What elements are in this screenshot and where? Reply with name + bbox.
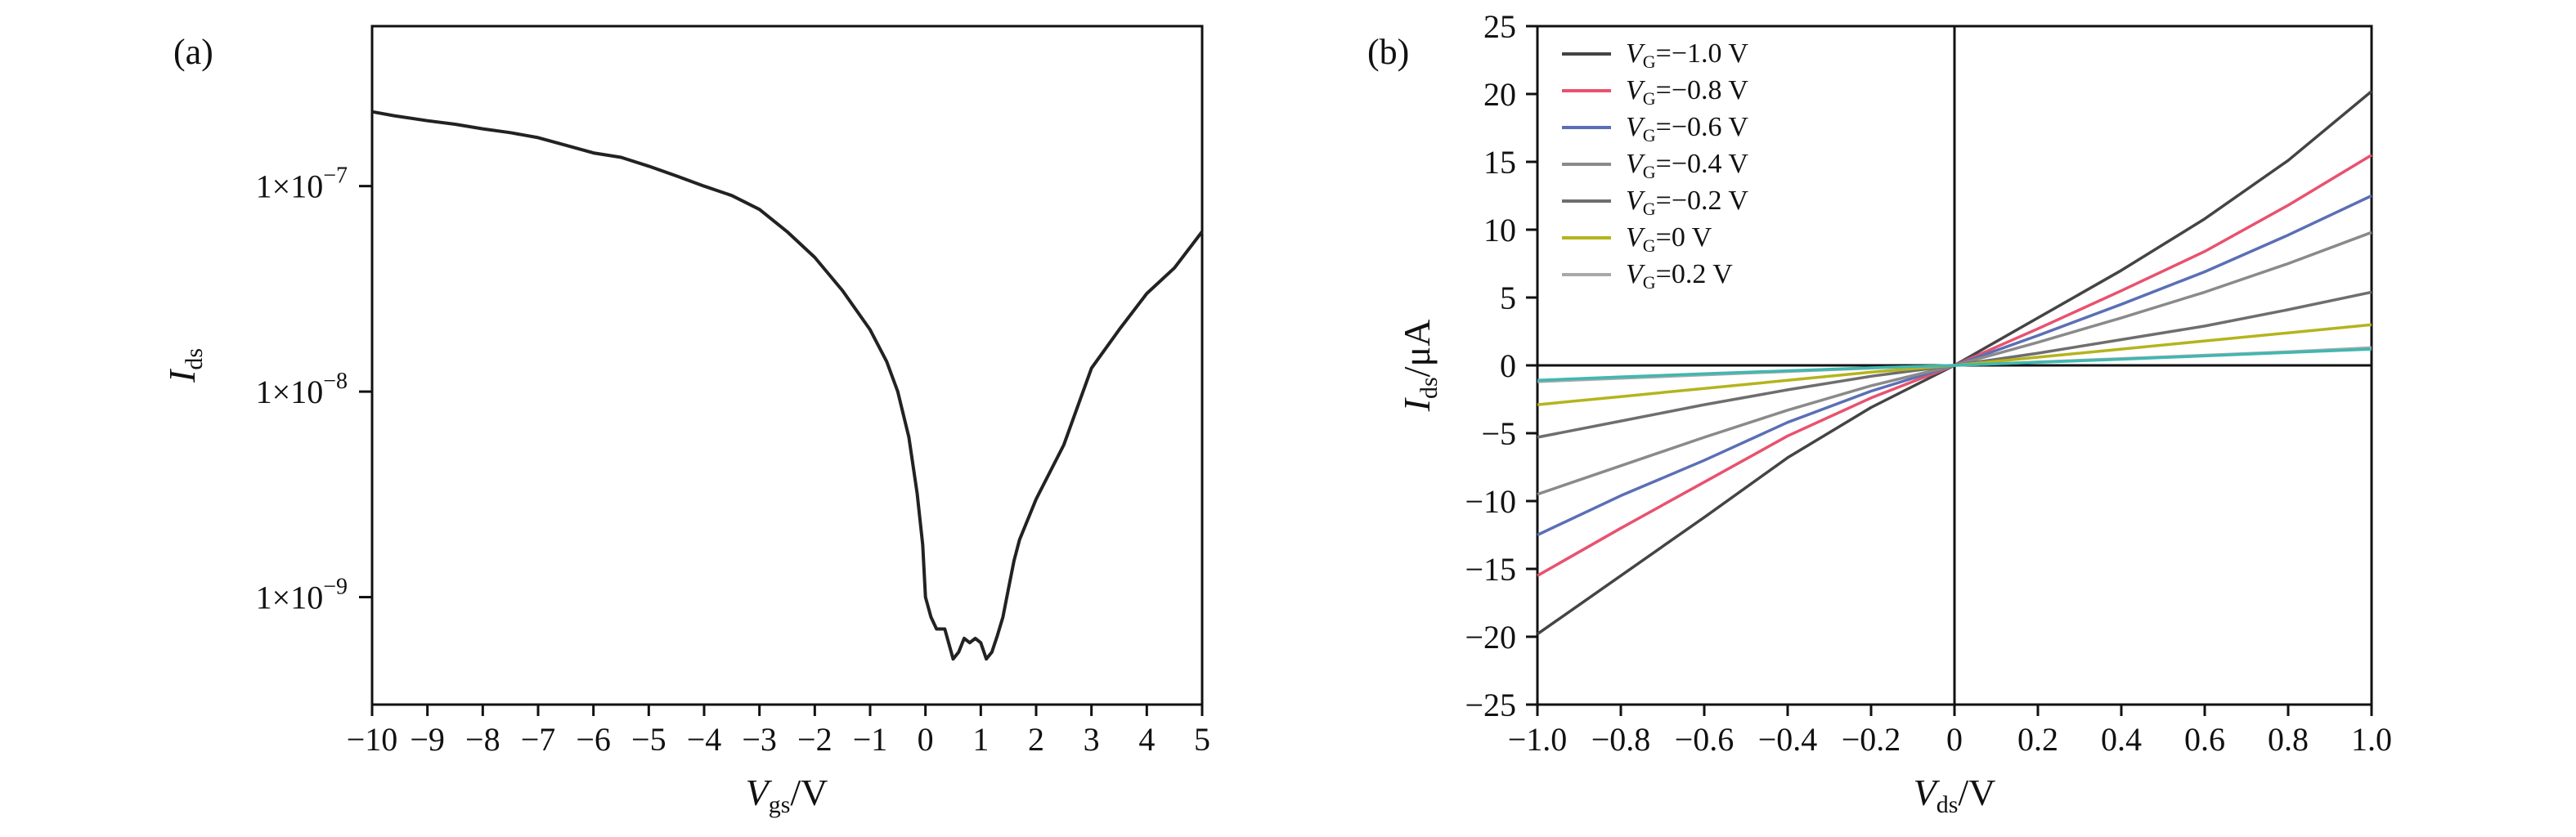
plot-b-y-axis-label: Ids/μA [1396, 320, 1443, 413]
plot-b-y-ticks: −25 −20 −15 −10 −5 0 5 10 15 20 25 [1465, 8, 1537, 723]
plot-b-y-tick-label: −10 [1465, 483, 1516, 520]
plot-b-legend-label: VG=−0.2 V [1626, 186, 1748, 219]
plot-a-x-tick-label: 4 [1138, 721, 1155, 758]
plot-a-series [371, 110, 1204, 661]
plot-b-legend-label: VG=−0.8 V [1626, 75, 1748, 109]
plot-a-x-tick-label: 5 [1194, 721, 1210, 758]
plot-a-x-label-sub: gs [769, 791, 791, 818]
plot-b-y-tick-label: −25 [1465, 687, 1516, 723]
plot-a-series-line [371, 110, 1204, 661]
plot-b-y-label-sub: ds [1416, 377, 1443, 399]
plot-b-y-tick-label: 10 [1483, 212, 1516, 248]
plot-b-legend-entry: VG=−1.0 V [1562, 38, 1748, 72]
plot-b-x-tick-label: −0.2 [1842, 721, 1901, 758]
plot-b-x-axis-label: Vds/V [1914, 772, 1996, 818]
plot-b-legend: VG=−1.0 VVG=−0.8 VVG=−0.6 V VG=−0.4 V VG=−… [1562, 38, 1748, 293]
plot-b-legend-label: VG=0.2 V [1626, 259, 1733, 293]
plot-b-y-tick-label: 0 [1500, 347, 1516, 384]
plot-b-x-tick-label: 0 [1946, 721, 1963, 758]
plot-b-y-tick-label: 25 [1483, 8, 1516, 45]
plot-b-legend-entry: VG=0 V [1562, 222, 1712, 256]
plot-b-y-tick-label: 5 [1500, 280, 1516, 316]
plot-b-y-tick-label: −15 [1465, 551, 1516, 588]
plot-b-x-tick-label: 0.2 [2017, 721, 2058, 758]
plot-b-x-tick-label: −0.4 [1758, 721, 1818, 758]
panel-b-label: (b) [1367, 32, 1409, 72]
plot-a-y-tick-label: 1×10−8 [256, 369, 348, 410]
plot-b-x-label-main: V [1914, 772, 1941, 813]
panel-a: (a) −10 −9 −8 −7 −6 −5 −4 −3 −2 −1 0 1 2 3 4 5 1×10−71×… [161, 25, 1210, 818]
plot-b-legend-label: VG=−1.0 V [1626, 38, 1748, 72]
plot-a-x-label-main: V [746, 772, 773, 813]
plot-b-y-tick-label: −20 [1465, 619, 1516, 656]
plot-b-y-label-unit: /μA [1396, 320, 1438, 378]
plot-b-x-tick-label: 0.4 [2101, 721, 2142, 758]
plot-b-x-tick-label: −0.6 [1675, 721, 1735, 758]
plot-b-y-tick-label: 15 [1483, 144, 1516, 181]
plot-a-y-tick-label: 1×10−9 [256, 575, 348, 616]
plot-a-x-label-unit: /V [790, 772, 828, 813]
plot-a-y-label-sub: ds [181, 348, 208, 370]
plot-b-legend-label: VG=−0.4 V [1626, 149, 1748, 182]
plot-b-legend-label: VG=0 V [1626, 222, 1712, 256]
plot-a-x-tick-label: 3 [1084, 721, 1100, 758]
plot-a-y-label-main: I [161, 368, 203, 383]
plot-a-x-tick-label: −10 [347, 721, 398, 758]
plot-b-series-line [1537, 347, 2372, 383]
plot-b-y-tick-label: −5 [1481, 415, 1516, 452]
plot-b-y-label-main: I [1396, 396, 1438, 412]
plot-a-x-tick-label: 0 [918, 721, 934, 758]
plot-a-x-tick-label: 2 [1028, 721, 1044, 758]
plot-a-x-ticks: −10 −9 −8 −7 −6 −5 −4 −3 −2 −1 0 1 2 3 4 5 [347, 705, 1210, 758]
plot-a-frame [370, 25, 1204, 706]
panel-a-label: (a) [173, 32, 213, 72]
plot-b-x-tick-label: 1.0 [2351, 721, 2392, 758]
plot-b-x-ticks: −1.0 −0.8 −0.6 −0.4 −0.2 0 0.2 0.4 0.6 0.8 1.0 [1508, 705, 2392, 758]
plot-a-y-tick-label: 1×10−7 [256, 163, 348, 205]
plot-a-x-tick-label: −2 [797, 721, 832, 758]
plot-a-y-ticks: 1×10−7 1×10−8 1×10−9 [256, 163, 372, 616]
plot-a-x-tick-label: 1 [972, 721, 989, 758]
plot-a-y-axis-label: Ids [161, 348, 208, 383]
plot-a-x-tick-label: −1 [853, 721, 888, 758]
plot-b-y-tick-label: 20 [1483, 76, 1516, 113]
plot-b-x-tick-label: 0.8 [2268, 721, 2309, 758]
plot-b-x-label-sub: ds [1936, 791, 1959, 818]
plot-b-x-tick-label: −0.8 [1591, 721, 1651, 758]
plot-a-x-axis-label: Vgs/V [746, 772, 828, 818]
plot-a-x-tick-label: −5 [631, 721, 666, 758]
plot-b-legend-entry: VG=−0.4 V [1562, 149, 1748, 182]
plot-b-x-tick-label: 0.6 [2184, 721, 2225, 758]
panel-b: (b) −1.0 −0.8 −0.6 −0.4 −0.2 0 0.2 0.4 0.6 0.8 1.0… [1367, 8, 2392, 818]
plot-a-x-tick-label: −6 [576, 721, 611, 758]
plot-a-x-tick-label: −3 [742, 721, 777, 758]
plot-a-x-tick-label: −4 [687, 721, 722, 758]
plot-a-x-tick-label: −8 [465, 721, 500, 758]
plot-b-series [1536, 90, 2373, 636]
plot-b-legend-entry: VG=−0.6 V [1562, 112, 1748, 145]
plot-b-legend-label: VG=−0.6 V [1626, 112, 1748, 145]
plot-a-x-tick-label: −7 [521, 721, 556, 758]
plot-b-x-label-unit: /V [1958, 772, 1995, 813]
plot-a-x-tick-label: −9 [410, 721, 445, 758]
plot-b-legend-entry: VG=−0.8 V [1562, 75, 1748, 109]
plot-b-legend-entry: VG=−0.2 V [1562, 186, 1748, 219]
plot-b-x-tick-label: −1.0 [1508, 721, 1568, 758]
plot-b-legend-entry: VG=0.2 V [1562, 259, 1733, 293]
